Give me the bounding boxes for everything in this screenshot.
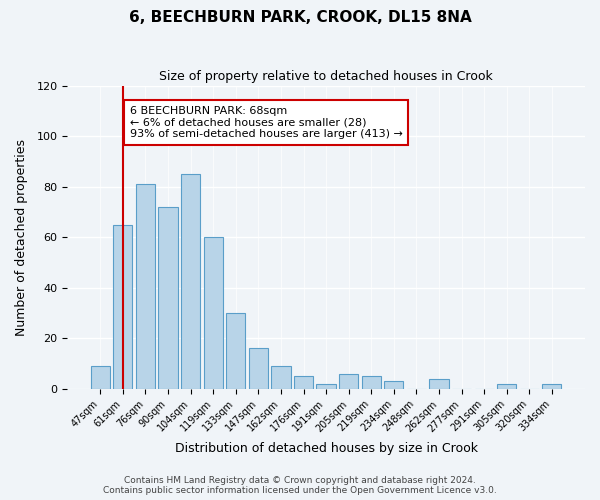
Bar: [316, 384, 335, 389]
Bar: [362, 376, 381, 389]
Bar: [271, 366, 290, 389]
Bar: [181, 174, 200, 389]
Bar: [136, 184, 155, 389]
X-axis label: Distribution of detached houses by size in Crook: Distribution of detached houses by size …: [175, 442, 478, 455]
Bar: [91, 366, 110, 389]
Bar: [430, 379, 449, 389]
Y-axis label: Number of detached properties: Number of detached properties: [15, 138, 28, 336]
Bar: [294, 376, 313, 389]
Bar: [203, 237, 223, 389]
Bar: [226, 313, 245, 389]
Text: 6, BEECHBURN PARK, CROOK, DL15 8NA: 6, BEECHBURN PARK, CROOK, DL15 8NA: [128, 10, 472, 25]
Bar: [339, 374, 358, 389]
Bar: [542, 384, 562, 389]
Bar: [113, 224, 133, 389]
Bar: [497, 384, 517, 389]
Bar: [384, 382, 403, 389]
Bar: [158, 207, 178, 389]
Text: Contains HM Land Registry data © Crown copyright and database right 2024.
Contai: Contains HM Land Registry data © Crown c…: [103, 476, 497, 495]
Title: Size of property relative to detached houses in Crook: Size of property relative to detached ho…: [159, 70, 493, 83]
Bar: [249, 348, 268, 389]
Text: 6 BEECHBURN PARK: 68sqm
← 6% of detached houses are smaller (28)
93% of semi-det: 6 BEECHBURN PARK: 68sqm ← 6% of detached…: [130, 106, 403, 139]
